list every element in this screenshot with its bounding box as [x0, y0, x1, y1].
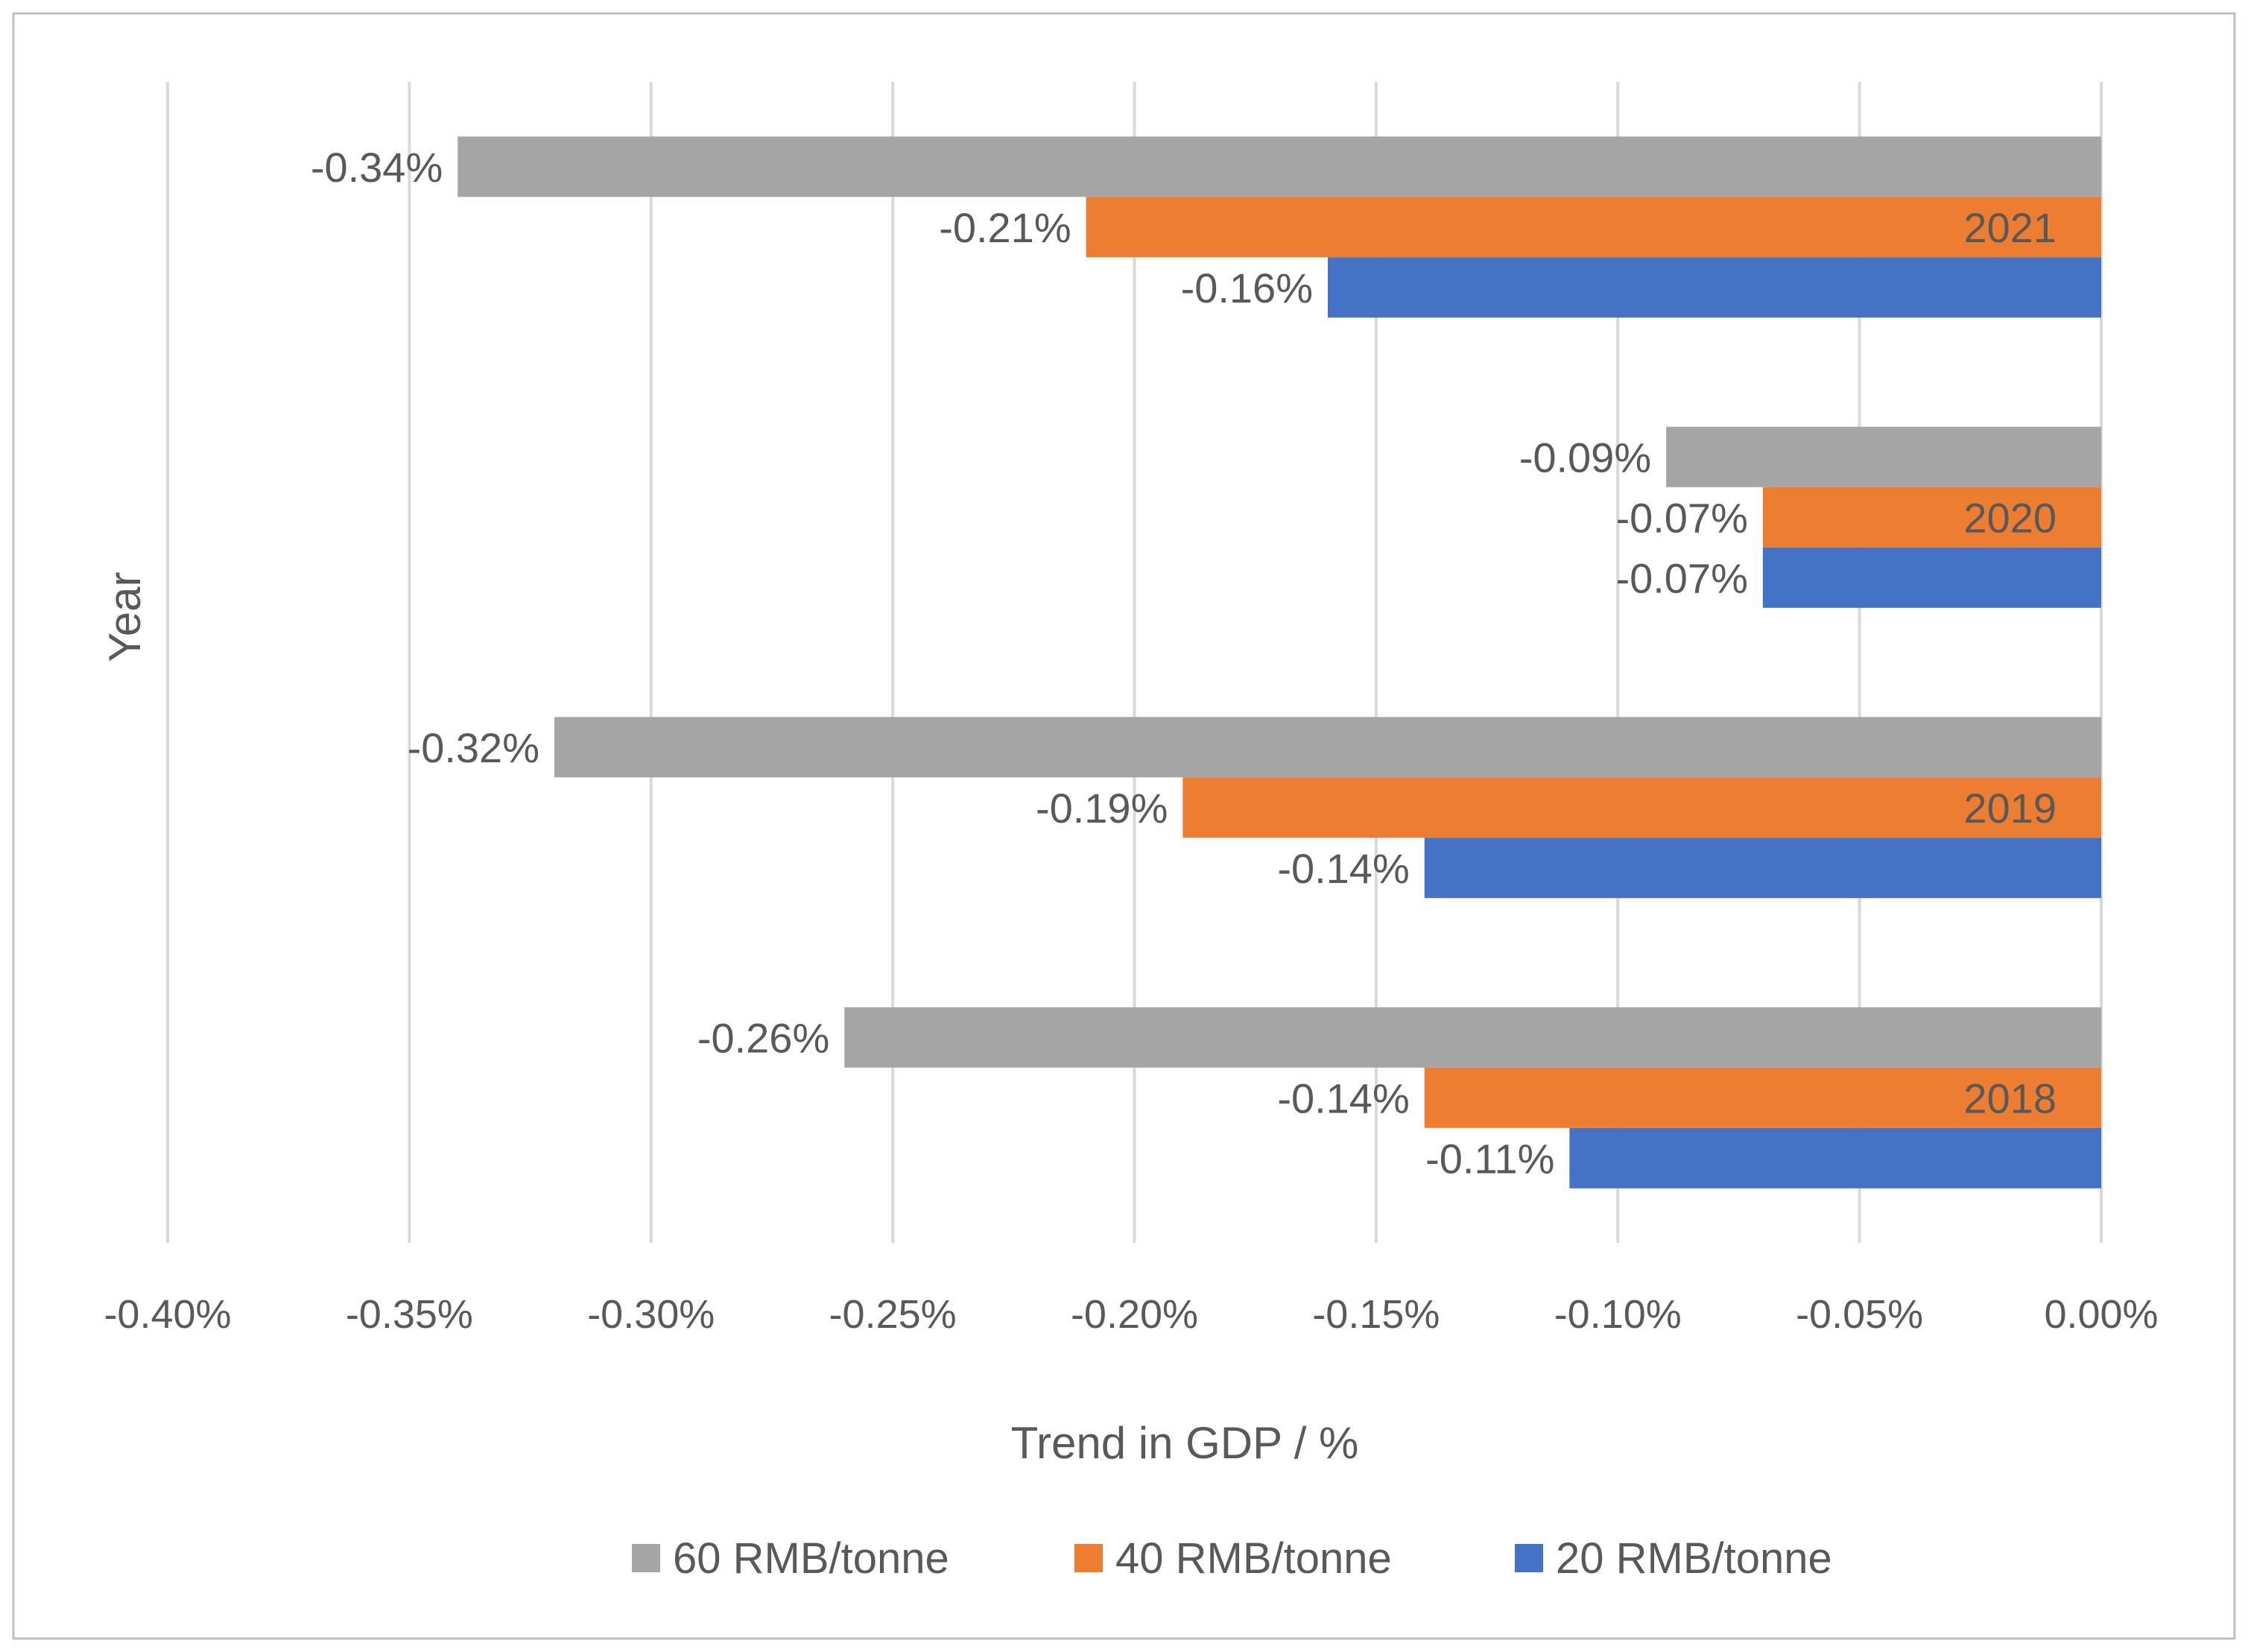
bar [1569, 1127, 2101, 1189]
x-tick-label: 0.00% [2044, 1292, 2158, 1337]
x-tick-label: -0.15% [1312, 1292, 1440, 1337]
data-label: -0.07% [1615, 494, 1747, 541]
bar [1762, 487, 2101, 548]
y-tick-label: 2019 [1963, 785, 2057, 832]
bar [1424, 838, 2101, 899]
y-tick-label: 2020 [1963, 494, 2057, 541]
x-tick-label: -0.40% [104, 1292, 231, 1337]
x-tick-label: -0.25% [829, 1292, 957, 1337]
bars [457, 136, 2101, 1189]
data-label: -0.11% [1425, 1135, 1554, 1182]
data-label: -0.16% [1181, 265, 1313, 311]
x-tick-label: -0.35% [346, 1292, 473, 1337]
x-axis-ticks: -0.40% -0.35% -0.30% -0.25% -0.20% -0.15% -0.1… [104, 1292, 2158, 1337]
bar [1424, 1067, 2101, 1128]
x-tick-label: -0.10% [1554, 1292, 1682, 1337]
bar [1182, 777, 2101, 838]
bar [1328, 257, 2101, 318]
data-label: -0.26% [697, 1014, 829, 1061]
y-tick-label: 2021 [1963, 204, 2057, 251]
bar [1666, 426, 2101, 487]
bar [844, 1007, 2101, 1068]
data-label: -0.34% [311, 144, 443, 191]
bar [457, 136, 2101, 197]
y-tick-label: 2018 [1963, 1075, 2057, 1121]
x-tick-label: -0.20% [1071, 1292, 1198, 1337]
data-labels: -0.34% -0.21% -0.16% 2021 -0.09% -0.07% -0.07%… [311, 144, 2057, 1183]
x-tick-label: -0.30% [587, 1292, 715, 1337]
data-label: -0.21% [939, 204, 1071, 251]
bar [554, 717, 2101, 778]
legend: 60 RMB/tonne 40 RMB/tonne 20 RMB/tonne [632, 1534, 1832, 1583]
bar [1086, 197, 2101, 258]
data-label: -0.07% [1615, 554, 1747, 601]
legend-swatch [632, 1544, 660, 1572]
data-label: -0.14% [1277, 845, 1409, 892]
data-label: -0.14% [1277, 1075, 1409, 1121]
x-tick-label: -0.05% [1796, 1292, 1923, 1337]
legend-swatch [1074, 1544, 1103, 1572]
data-label: -0.19% [1036, 785, 1168, 832]
x-axis-title: Trend in GDP / % [1011, 1418, 1359, 1468]
legend-label: 40 RMB/tonne [1115, 1534, 1392, 1583]
legend-label: 60 RMB/tonne [673, 1534, 949, 1583]
bar [1762, 547, 2101, 608]
data-label: -0.09% [1519, 434, 1651, 481]
legend-swatch [1515, 1544, 1543, 1572]
y-axis-title: Year [100, 572, 150, 662]
data-label: -0.32% [408, 724, 539, 771]
legend-label: 20 RMB/tonne [1556, 1534, 1832, 1583]
